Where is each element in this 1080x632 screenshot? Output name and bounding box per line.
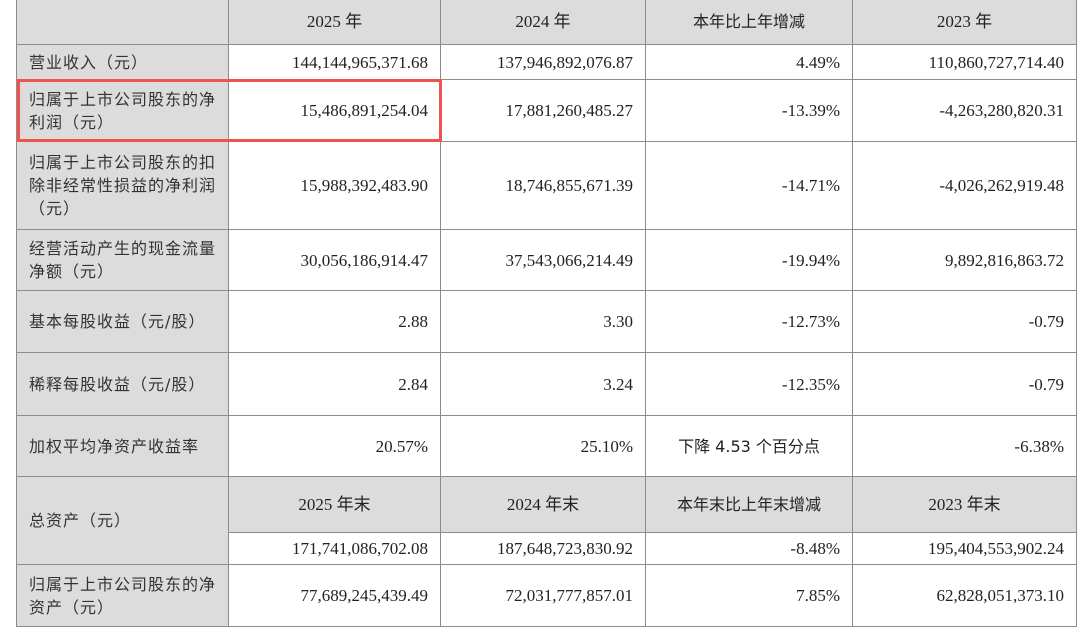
row-label: 基本每股收益（元/股） xyxy=(16,290,229,353)
value-2025: 77,689,245,439.49 xyxy=(228,564,441,627)
value-2024: 72,031,777,857.01 xyxy=(440,564,646,627)
header-change-end: 本年末比上年末增减 xyxy=(645,476,853,533)
value-2023: 9,892,816,863.72 xyxy=(852,229,1077,291)
table-row-net-profit: 归属于上市公司股东的净利润（元） 15,486,891,254.04 17,88… xyxy=(16,79,1077,142)
value-2024: 3.24 xyxy=(440,352,646,416)
row-label: 营业收入（元） xyxy=(16,44,229,80)
header-row-annual: 2025 年 2024 年 本年比上年增减 2023 年 xyxy=(16,0,1077,45)
value-change: 4.49% xyxy=(645,44,853,80)
table-row-net-assets: 归属于上市公司股东的净资产（元） 77,689,245,439.49 72,03… xyxy=(16,564,1077,627)
value-2023: -0.79 xyxy=(852,352,1077,416)
header-2025-end: 2025 年末 xyxy=(228,476,441,533)
header-2023: 2023 年 xyxy=(852,0,1077,45)
financial-summary-table: 2025 年 2024 年 本年比上年增减 2023 年 营业收入（元） 144… xyxy=(16,0,1077,627)
table-row-revenue: 营业收入（元） 144,144,965,371.68 137,946,892,0… xyxy=(16,44,1077,80)
value-change: -12.73% xyxy=(645,290,853,353)
header-2024-end: 2024 年末 xyxy=(440,476,646,533)
value-change: -12.35% xyxy=(645,352,853,416)
row-label: 经营活动产生的现金流量净额（元） xyxy=(16,229,229,291)
value-2025: 171,741,086,702.08 xyxy=(228,532,441,565)
header-2023-end: 2023 年末 xyxy=(852,476,1077,533)
value-2025: 2.88 xyxy=(228,290,441,353)
value-2024: 37,543,066,214.49 xyxy=(440,229,646,291)
row-label: 加权平均净资产收益率 xyxy=(16,415,229,477)
value-2024: 187,648,723,830.92 xyxy=(440,532,646,565)
value-2023: 62,828,051,373.10 xyxy=(852,564,1077,627)
row-label: 归属于上市公司股东的净利润（元） xyxy=(16,79,229,142)
value-2024: 17,881,260,485.27 xyxy=(440,79,646,142)
value-2025: 144,144,965,371.68 xyxy=(228,44,441,80)
table-row-net-profit-deducted: 归属于上市公司股东的扣除非经常性损益的净利润（元） 15,988,392,483… xyxy=(16,141,1077,230)
header-corner xyxy=(16,0,229,45)
value-2024: 137,946,892,076.87 xyxy=(440,44,646,80)
value-2025: 20.57% xyxy=(228,415,441,477)
value-change: -13.39% xyxy=(645,79,853,142)
value-2025: 30,056,186,914.47 xyxy=(228,229,441,291)
row-label: 归属于上市公司股东的净资产（元） xyxy=(16,564,229,627)
value-change: -8.48% xyxy=(645,532,853,565)
table-row-operating-cash-flow: 经营活动产生的现金流量净额（元） 30,056,186,914.47 37,54… xyxy=(16,229,1077,291)
table-row-basic-eps: 基本每股收益（元/股） 2.88 3.30 -12.73% -0.79 xyxy=(16,290,1077,353)
table-row-total-assets: 171,741,086,702.08 187,648,723,830.92 -8… xyxy=(17,532,1077,565)
value-2023: 195,404,553,902.24 xyxy=(852,532,1077,565)
value-2023: -0.79 xyxy=(852,290,1077,353)
value-2024: 18,746,855,671.39 xyxy=(440,141,646,230)
value-change: 7.85% xyxy=(645,564,853,627)
header-row-year-end: 总资产（元） 2025 年末 2024 年末 本年末比上年末增减 2023 年末 xyxy=(16,476,1077,565)
value-2025: 15,988,392,483.90 xyxy=(228,141,441,230)
value-change: 下降 4.53 个百分点 xyxy=(645,415,853,477)
row-label: 稀释每股收益（元/股） xyxy=(16,352,229,416)
table-row-roe: 加权平均净资产收益率 20.57% 25.10% 下降 4.53 个百分点 -6… xyxy=(16,415,1077,477)
value-change: -19.94% xyxy=(645,229,853,291)
value-2023: -6.38% xyxy=(852,415,1077,477)
value-2023: -4,026,262,919.48 xyxy=(852,141,1077,230)
header-change: 本年比上年增减 xyxy=(645,0,853,45)
header-2024: 2024 年 xyxy=(440,0,646,45)
header-2025: 2025 年 xyxy=(228,0,441,45)
value-2025: 2.84 xyxy=(228,352,441,416)
value-2025: 15,486,891,254.04 xyxy=(228,79,441,142)
row-label: 归属于上市公司股东的扣除非经常性损益的净利润（元） xyxy=(16,141,229,230)
value-change: -14.71% xyxy=(645,141,853,230)
value-2024: 25.10% xyxy=(440,415,646,477)
table-row-diluted-eps: 稀释每股收益（元/股） 2.84 3.24 -12.35% -0.79 xyxy=(16,352,1077,416)
row-label: 总资产（元） xyxy=(16,476,229,565)
value-2023: -4,263,280,820.31 xyxy=(852,79,1077,142)
value-2023: 110,860,727,714.40 xyxy=(852,44,1077,80)
value-2024: 3.30 xyxy=(440,290,646,353)
